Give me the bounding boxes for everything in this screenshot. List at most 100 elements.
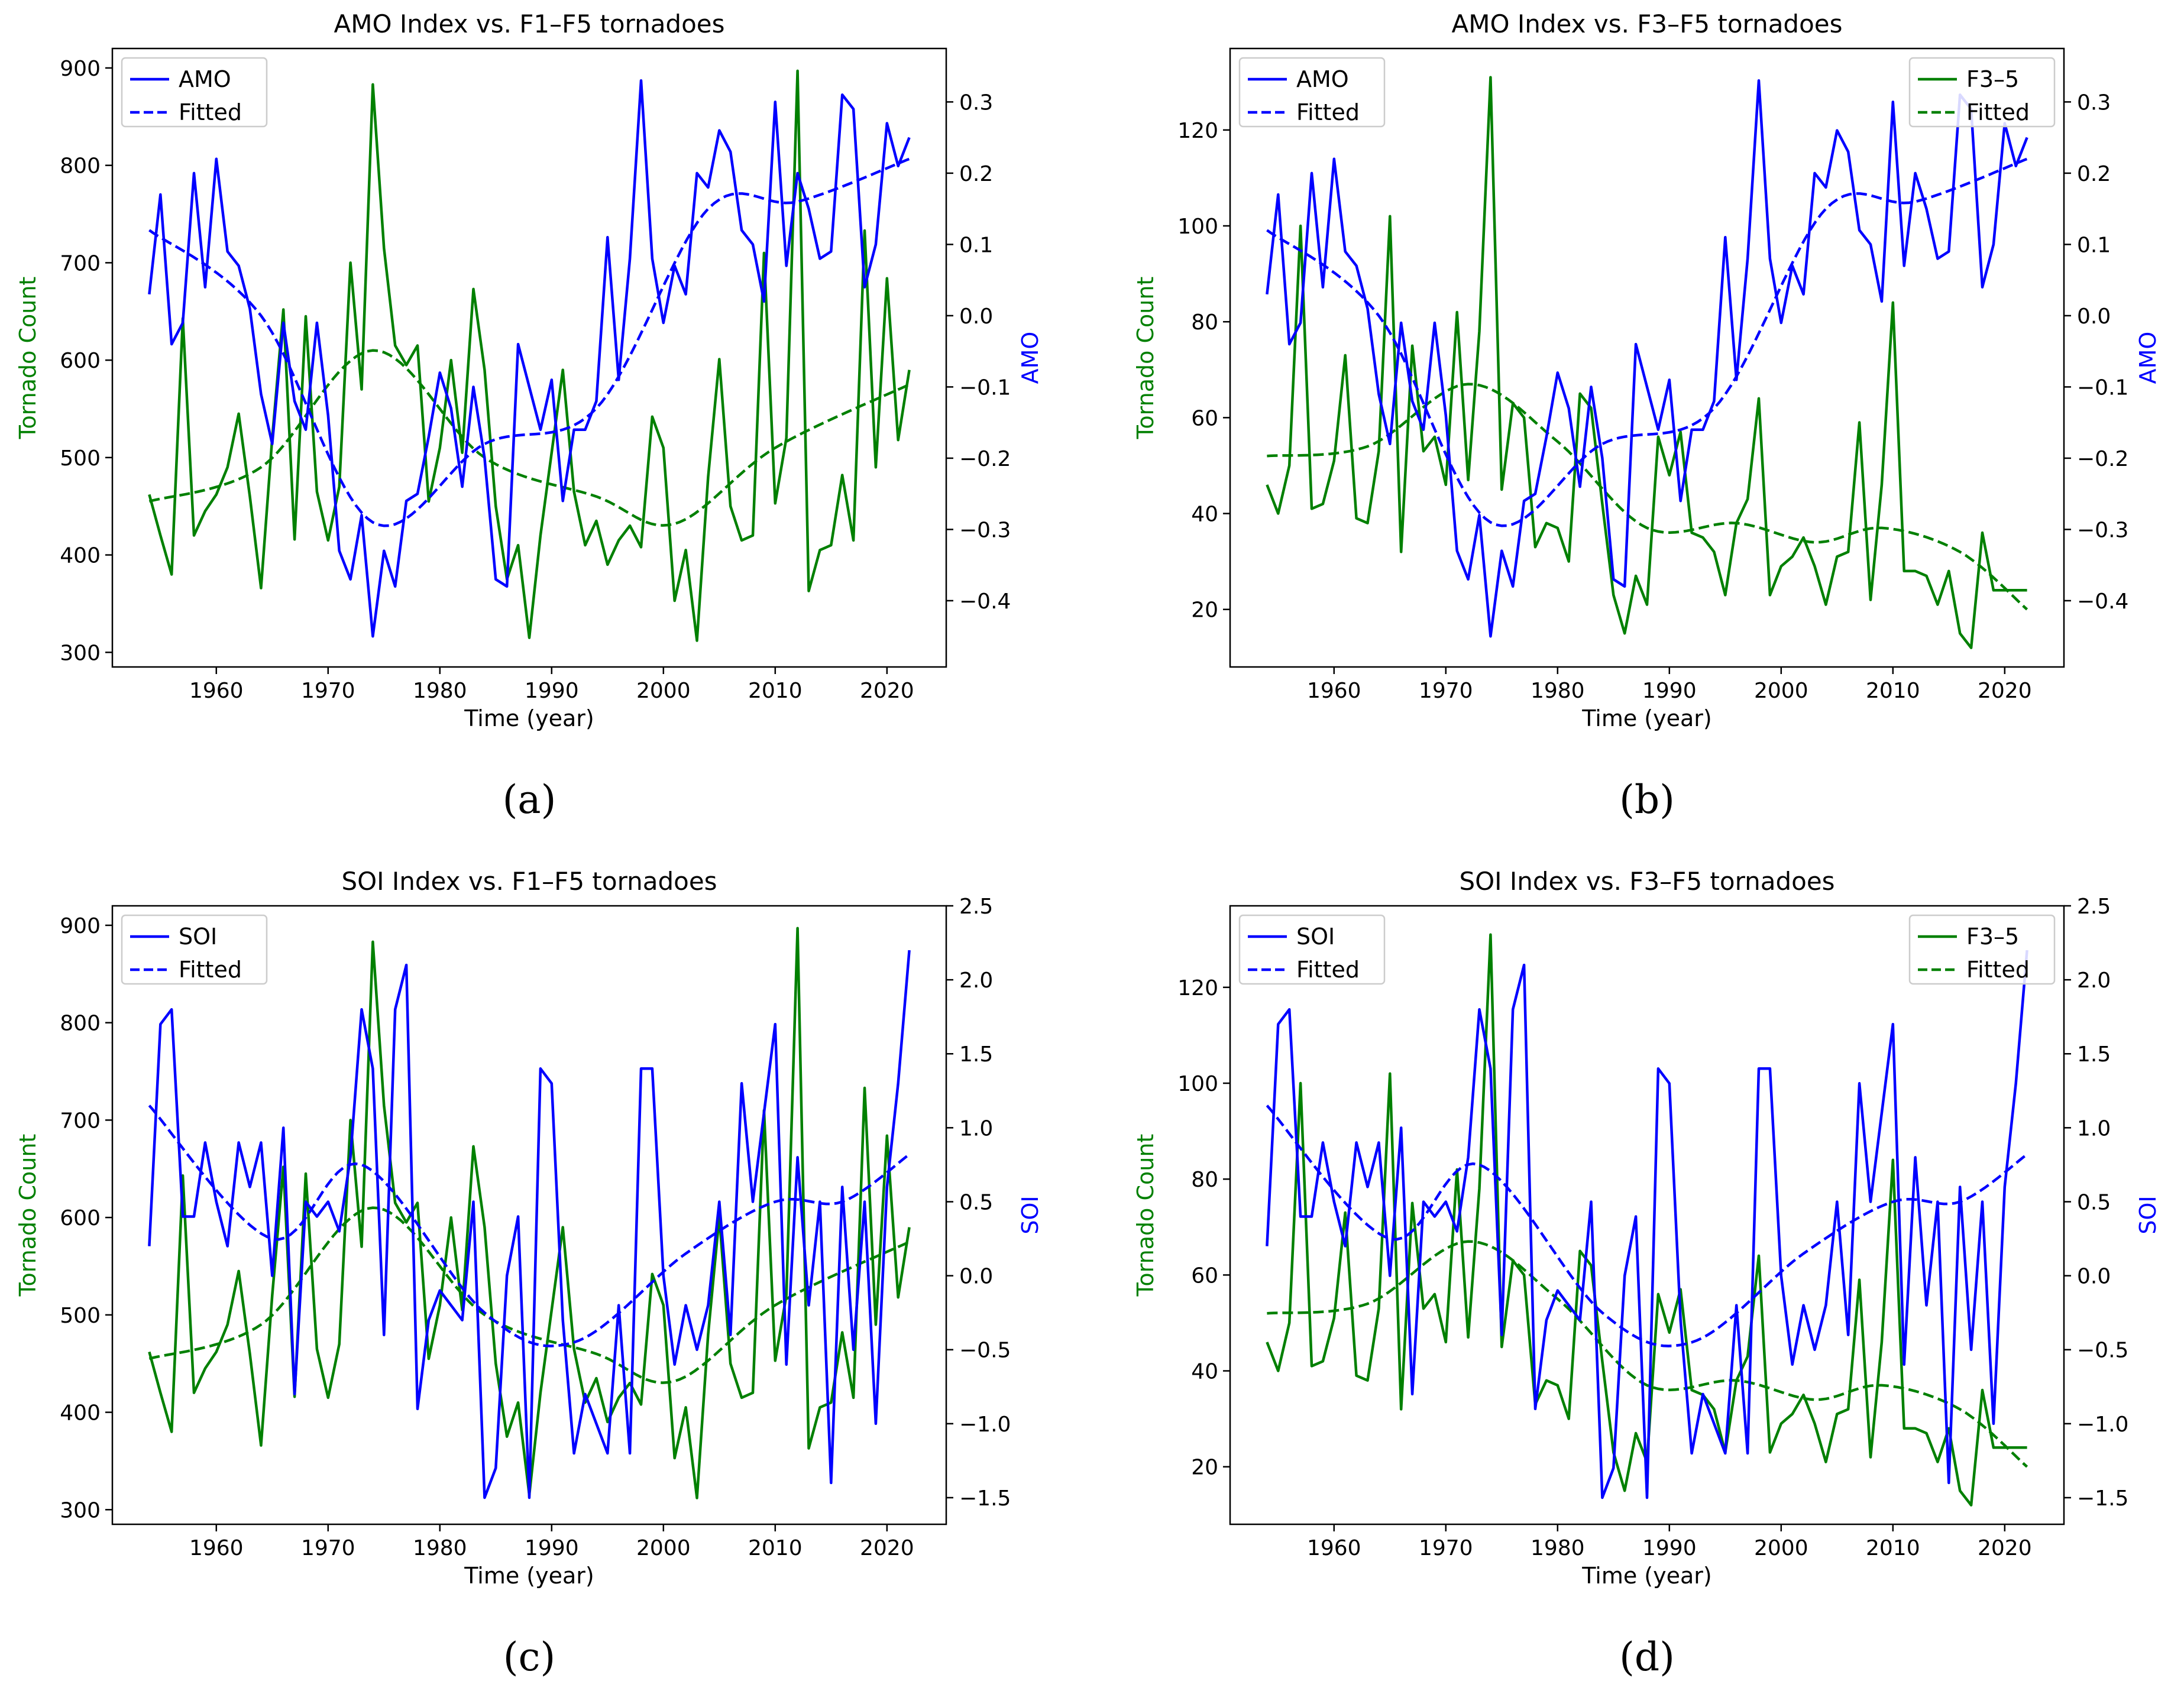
legend-tornado: F3–5 Fitted bbox=[1908, 914, 2056, 985]
x-tick-label: 1960 bbox=[1307, 679, 1361, 703]
x-tick-label: 2000 bbox=[636, 1536, 691, 1560]
right-tick-label: −0.4 bbox=[2077, 589, 2128, 614]
panel-label: (d) bbox=[1619, 1634, 1675, 1680]
x-tick-label: 1960 bbox=[189, 1536, 244, 1560]
x-axis-label: Time (year) bbox=[1581, 1563, 1712, 1589]
axes-frame bbox=[1229, 47, 2065, 668]
axes-frame bbox=[111, 905, 947, 1525]
left-tick-label: 500 bbox=[60, 446, 101, 471]
axes-frame bbox=[111, 47, 947, 668]
legend-label: SOI bbox=[1296, 924, 1335, 950]
left-tick-label: 900 bbox=[60, 914, 101, 938]
index-line bbox=[148, 79, 911, 638]
legend-tornado: F3–5 Fitted bbox=[1908, 57, 2056, 128]
x-tick-label: 2020 bbox=[860, 1536, 914, 1560]
right-axis-label: AMO bbox=[1017, 332, 1043, 384]
left-tick-label: 300 bbox=[60, 1498, 101, 1523]
tornado-fitted-line bbox=[1267, 383, 2028, 611]
plot-area bbox=[1266, 76, 2028, 649]
right-tick-label: −0.2 bbox=[2077, 447, 2128, 471]
right-tick-label: 1.0 bbox=[959, 1116, 993, 1141]
x-axis-label: Time (year) bbox=[1581, 705, 1712, 731]
right-tick-label: 2.0 bbox=[2077, 969, 2111, 993]
right-tick-label: 0.0 bbox=[2077, 1265, 2111, 1289]
x-tick-label: 2020 bbox=[1978, 679, 2032, 703]
tornado-fitted-line bbox=[1267, 1240, 2028, 1468]
left-axis-label: Tornado Count bbox=[15, 1134, 41, 1297]
x-tick-label: 2020 bbox=[1978, 1536, 2032, 1560]
x-tick-label: 2020 bbox=[860, 679, 914, 703]
tornado-fitted-line bbox=[148, 349, 910, 527]
index-line bbox=[148, 950, 911, 1499]
index-fitted-line bbox=[1266, 157, 2028, 527]
right-tick-label: −0.5 bbox=[959, 1339, 1011, 1363]
x-tick-label: 2010 bbox=[1866, 1536, 1920, 1560]
x-tick-label: 1980 bbox=[413, 1536, 467, 1560]
legend-box bbox=[1908, 57, 2056, 128]
x-tick-label: 1990 bbox=[1642, 679, 1697, 703]
left-tick-label: 700 bbox=[60, 1109, 101, 1133]
panel-label: (c) bbox=[503, 1634, 555, 1680]
right-tick-label: 2.5 bbox=[959, 895, 993, 919]
right-tick-label: −0.2 bbox=[959, 447, 1011, 471]
legend-index: SOI Fitted bbox=[1238, 914, 1386, 985]
legend-box bbox=[121, 57, 268, 128]
legend-index: SOI Fitted bbox=[121, 914, 268, 985]
right-tick-label: 0.3 bbox=[2077, 90, 2111, 115]
panel-title: SOI Index vs. F3–F5 tornadoes bbox=[1459, 867, 1834, 896]
left-tick-label: 80 bbox=[1191, 1168, 1218, 1192]
index-fitted-line bbox=[1266, 1104, 2028, 1348]
legend-box bbox=[1908, 914, 2056, 985]
legend-label: F3–5 bbox=[1966, 66, 2019, 92]
legend-label: Fitted bbox=[179, 957, 242, 983]
left-tick-label: 20 bbox=[1191, 1456, 1218, 1480]
right-tick-label: 0.0 bbox=[959, 1265, 993, 1289]
left-tick-label: 120 bbox=[1177, 119, 1218, 143]
right-tick-label: 0.3 bbox=[959, 90, 993, 115]
x-tick-label: 1970 bbox=[1419, 679, 1473, 703]
x-tick-label: 2010 bbox=[748, 679, 803, 703]
left-axis-label: Tornado Count bbox=[1133, 277, 1159, 440]
legend-label: AMO bbox=[179, 66, 231, 92]
x-tick-label: 1960 bbox=[1307, 1536, 1361, 1560]
legend-label: F3–5 bbox=[1966, 924, 2019, 950]
x-tick-label: 1970 bbox=[1419, 1536, 1473, 1560]
right-tick-label: −1.5 bbox=[2077, 1486, 2128, 1511]
right-tick-label: 0.1 bbox=[959, 233, 993, 257]
left-tick-label: 20 bbox=[1191, 598, 1218, 623]
left-tick-label: 800 bbox=[60, 154, 101, 179]
left-tick-label: 40 bbox=[1191, 503, 1218, 527]
right-tick-label: 1.0 bbox=[2077, 1116, 2111, 1141]
right-axis-label: SOI bbox=[2135, 1196, 2161, 1234]
x-tick-label: 1990 bbox=[525, 679, 579, 703]
panel-label: (a) bbox=[503, 777, 556, 822]
plot-area bbox=[1266, 933, 2028, 1507]
index-fitted-line bbox=[148, 1104, 910, 1348]
x-tick-label: 1970 bbox=[301, 1536, 355, 1560]
x-tick-label: 1990 bbox=[525, 1536, 579, 1560]
left-tick-label: 60 bbox=[1191, 406, 1218, 430]
left-tick-label: 900 bbox=[60, 57, 101, 81]
right-tick-label: −0.1 bbox=[959, 375, 1011, 400]
right-tick-label: 0.2 bbox=[959, 162, 993, 186]
left-tick-label: 100 bbox=[1177, 1072, 1218, 1096]
right-tick-label: −0.3 bbox=[959, 518, 1011, 542]
legend-label: Fitted bbox=[1966, 99, 2030, 125]
left-tick-label: 100 bbox=[1177, 215, 1218, 239]
left-tick-label: 700 bbox=[60, 251, 101, 276]
index-line bbox=[1266, 79, 2028, 638]
x-tick-label: 1960 bbox=[189, 679, 244, 703]
x-tick-label: 2000 bbox=[636, 679, 691, 703]
x-tick-label: 2000 bbox=[1754, 679, 1808, 703]
legend-index: AMO Fitted bbox=[121, 57, 268, 128]
left-tick-label: 500 bbox=[60, 1304, 101, 1328]
legend-label: Fitted bbox=[1296, 99, 1360, 125]
panel-d: SOI Index vs. F3–F5 tornadoes 1960 1970 198… bbox=[1133, 867, 2161, 1680]
right-tick-label: −0.1 bbox=[2077, 375, 2128, 400]
x-tick-label: 1980 bbox=[1531, 1536, 1585, 1560]
legend-label: Fitted bbox=[1296, 957, 1360, 983]
right-tick-label: 2.0 bbox=[959, 969, 993, 993]
legend-box bbox=[1238, 914, 1386, 985]
panel-c: SOI Index vs. F1–F5 tornadoes 1960 1970 198… bbox=[15, 867, 1043, 1680]
left-tick-label: 80 bbox=[1191, 310, 1218, 335]
